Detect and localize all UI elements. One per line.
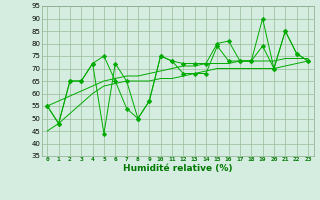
X-axis label: Humidité relative (%): Humidité relative (%): [123, 164, 232, 173]
